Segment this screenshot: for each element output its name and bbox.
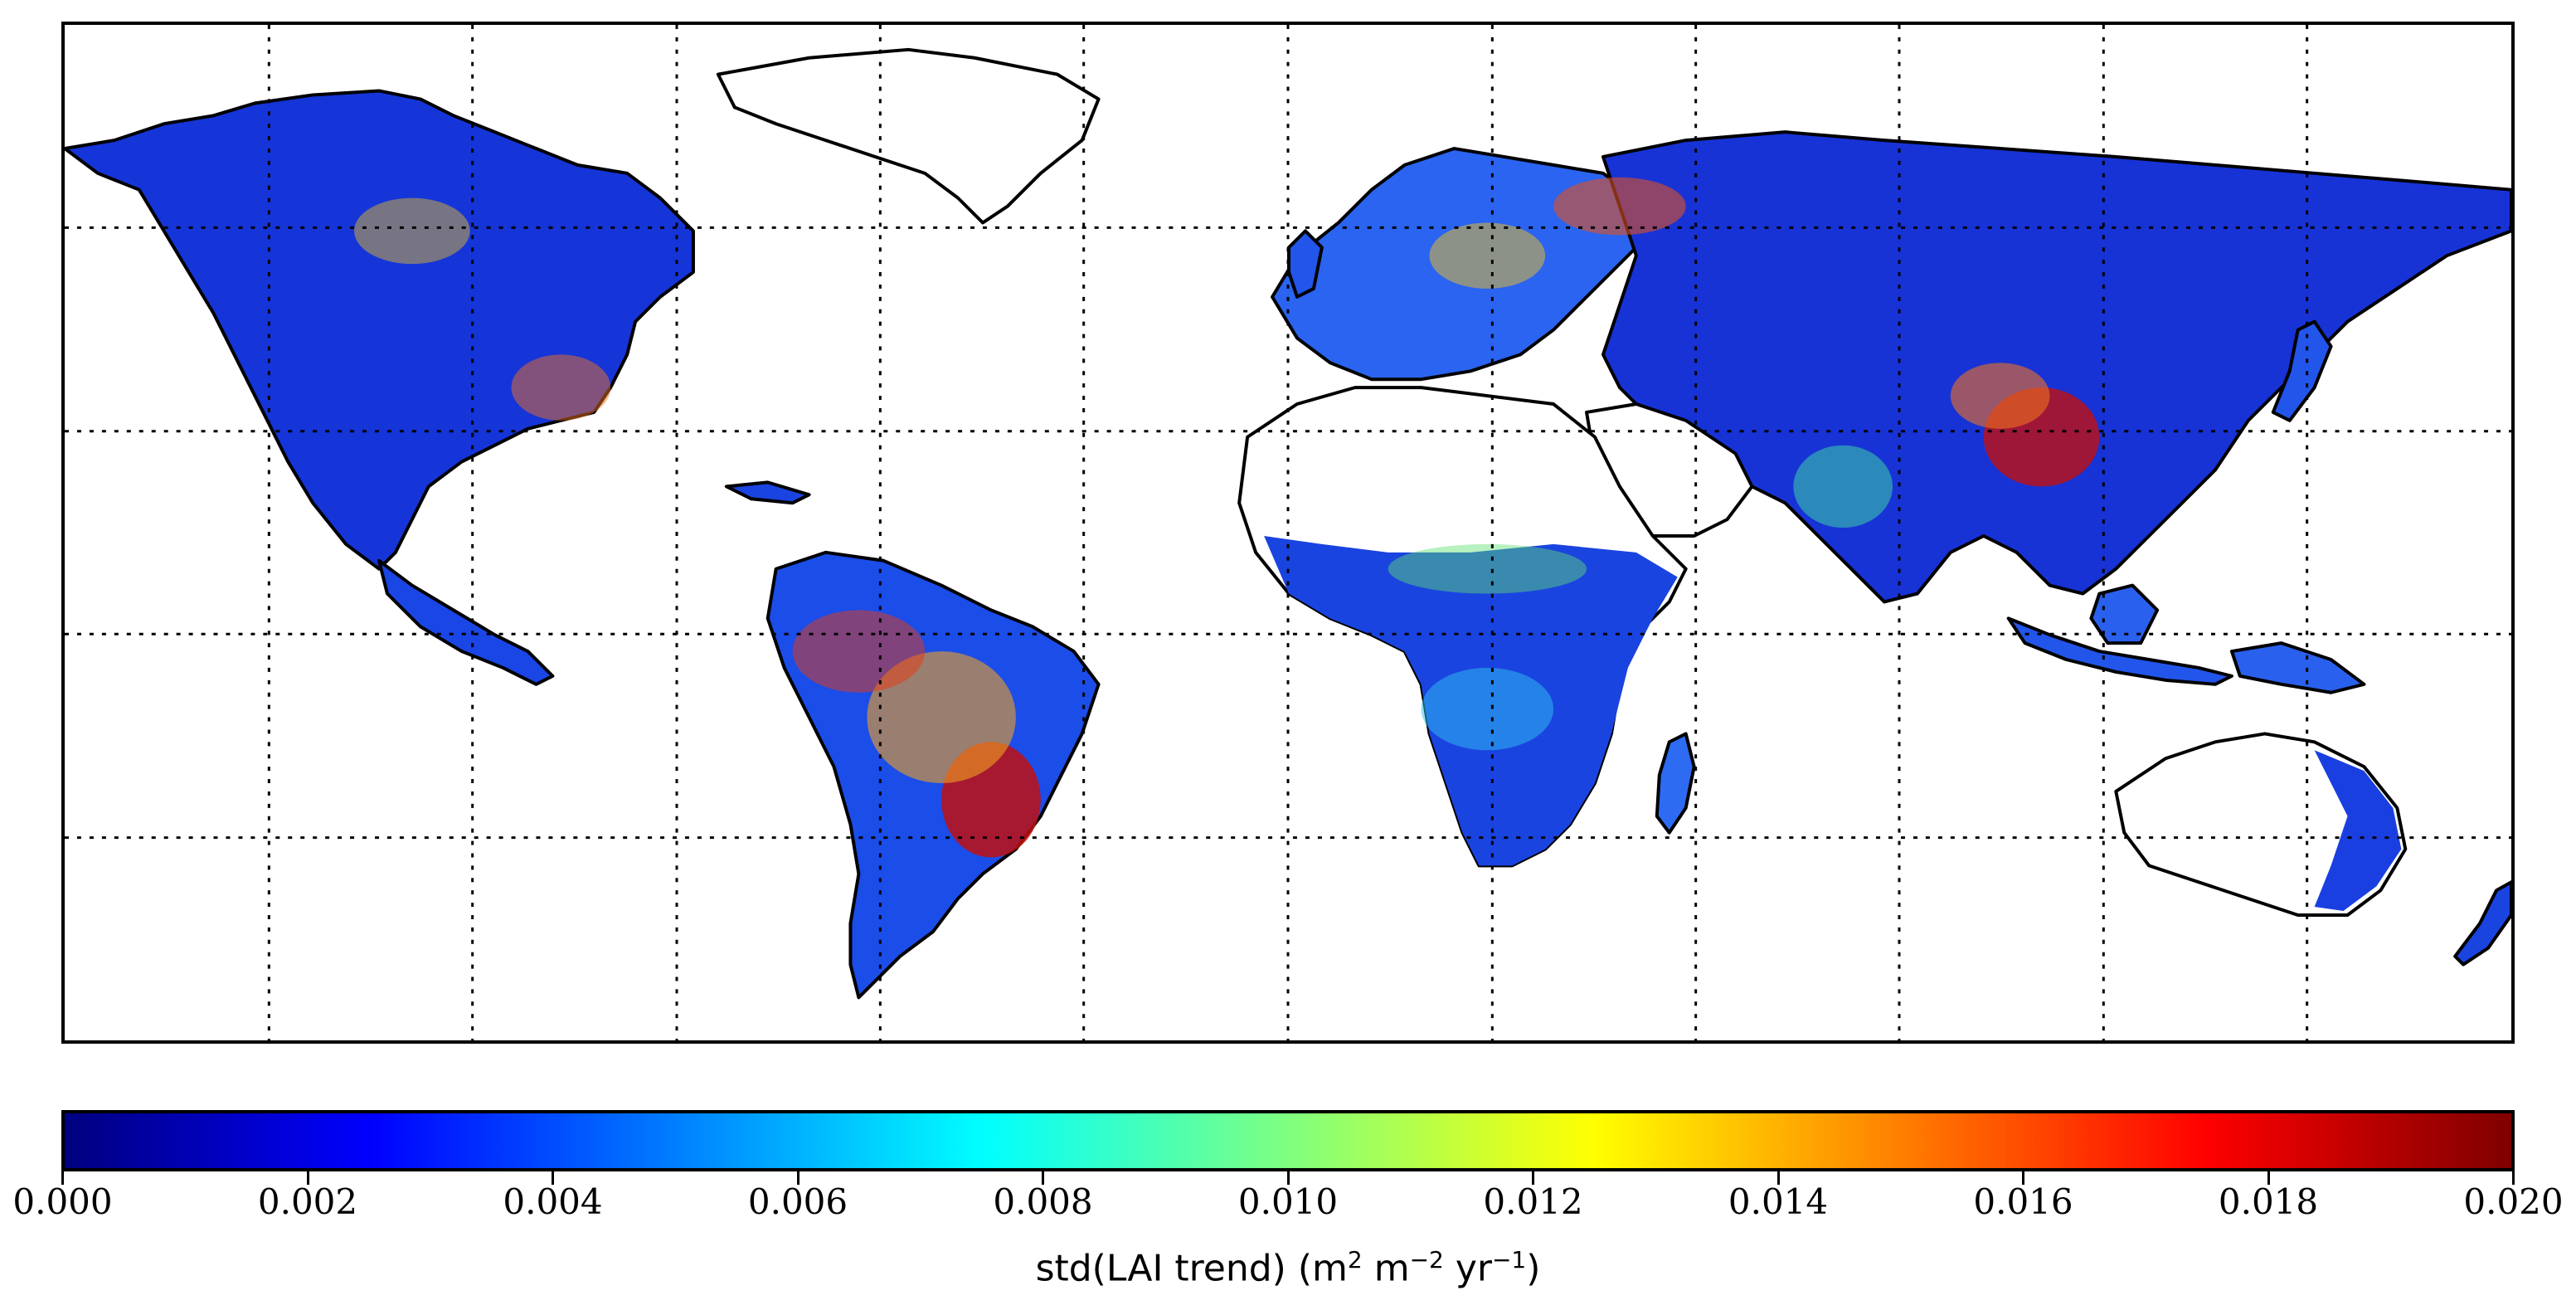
world-map (65, 25, 2511, 1040)
colorbar-label-end: ) (1526, 1247, 1541, 1290)
colorbar-label-sup3: −1 (1491, 1246, 1527, 1273)
greenland (716, 47, 1101, 225)
madagascar (1655, 732, 1696, 835)
colorbar-tick-label: 0.008 (993, 1181, 1093, 1222)
colorbar-tick-mark (1776, 1171, 1780, 1185)
colorbar-tick-label: 0.014 (1728, 1181, 1829, 1222)
hotspot-canada-west (354, 197, 470, 265)
colorbar (61, 1110, 2515, 1171)
map-panel (61, 22, 2515, 1044)
colorbar-tick-label: 0.020 (2463, 1181, 2564, 1222)
hotspot-sahel (1388, 543, 1587, 594)
new-guinea (2229, 641, 2366, 694)
colorbar-tick-mark (2267, 1171, 2270, 1185)
colorbar-tick-mark (306, 1171, 309, 1185)
australia-east-coast (2314, 750, 2402, 912)
colorbar-label-mid2: yr (1443, 1247, 1492, 1290)
caribbean-islands (724, 480, 811, 505)
hotspot-southern-africa (1421, 667, 1554, 751)
colorbar-tick-mark (61, 1171, 64, 1185)
colorbar-tick-label: 0.018 (2218, 1181, 2319, 1222)
graticule-lines (65, 25, 2511, 1040)
colorbar-tick-mark (2512, 1171, 2515, 1185)
indonesia (2006, 616, 2233, 686)
colorbar-tick-label: 0.006 (747, 1181, 848, 1222)
colorbar-tick-label: 0.004 (503, 1181, 603, 1222)
trend-hotspots (354, 177, 2100, 858)
hotspot-amazon (792, 610, 926, 693)
colorbar-label-mid: m (1362, 1247, 1410, 1290)
colorbar-label-sup2: −2 (1409, 1246, 1444, 1273)
colorbar-tick-mark (1532, 1171, 1534, 1185)
japan (2271, 319, 2333, 422)
hotspot-china-central (1950, 363, 2050, 429)
hotspot-brazil-central (867, 651, 1016, 784)
north-america (65, 89, 695, 571)
borneo (2089, 583, 2160, 645)
colorbar-tick-mark (2022, 1171, 2024, 1185)
colorbar-tick-label: 0.000 (12, 1181, 113, 1222)
colorbar-tick-mark (1286, 1171, 1290, 1185)
asia (1601, 130, 2511, 604)
colorbar-label-sup1: 2 (1347, 1246, 1363, 1273)
colorbar-tick-mark (1042, 1171, 1044, 1185)
hotspot-russia-west (1553, 177, 1686, 236)
hotspot-europe-east (1429, 222, 1546, 289)
colorbar-tick-mark (552, 1171, 554, 1185)
hotspot-us-east (511, 354, 611, 421)
central-america (377, 558, 555, 686)
colorbar-tick-label: 0.016 (1973, 1181, 2073, 1222)
colorbar-label: std(LAI trend) (m2 m−2 yr−1) (61, 1246, 2515, 1290)
colorbar-label-main: std(LAI trend) (m (1035, 1247, 1348, 1290)
colorbar-tick-label: 0.012 (1483, 1181, 1583, 1222)
new-zealand (2453, 880, 2511, 967)
colorbar-tick-mark (796, 1171, 800, 1185)
colorbar-tick-label: 0.002 (257, 1181, 358, 1222)
colorbar-tick-label: 0.010 (1237, 1181, 1339, 1222)
hotspot-india (1793, 445, 1893, 528)
